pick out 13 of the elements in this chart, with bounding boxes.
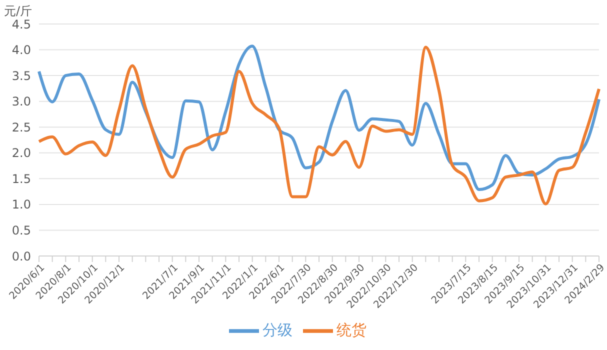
y-tick-label: 2.5 [12, 120, 31, 134]
y-tick-label: 2.0 [12, 146, 31, 160]
y-tick-label: 3.0 [12, 94, 31, 109]
legend-label: 分级 [262, 321, 292, 340]
y-tick-label: 4.0 [12, 43, 31, 58]
y-tick-label: 0.0 [12, 249, 31, 264]
y-axis-title: 元/斤 [4, 3, 32, 20]
y-tick-label: 4.5 [12, 17, 31, 32]
legend-label: 统货 [336, 321, 366, 340]
y-tick-label: 0.5 [12, 223, 31, 238]
y-tick-label: 1.0 [12, 198, 31, 212]
y-tick-label: 1.5 [12, 172, 31, 186]
y-tick-label: 3.5 [12, 68, 31, 83]
